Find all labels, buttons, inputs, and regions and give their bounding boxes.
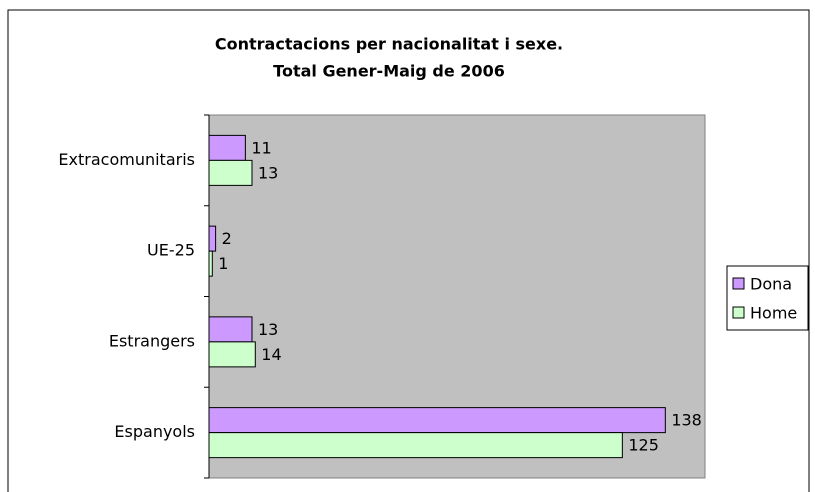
data-label: 14 — [261, 345, 281, 364]
y-tick-label: UE-25 — [147, 241, 195, 260]
bar — [208, 407, 666, 434]
y-tick-label: Estrangers — [109, 331, 195, 350]
legend — [726, 265, 809, 331]
bar — [208, 159, 253, 186]
legend-swatch — [732, 277, 745, 290]
data-label: 13 — [258, 320, 278, 339]
data-label: 1 — [218, 254, 228, 273]
data-label: 125 — [628, 436, 659, 455]
data-label: 11 — [251, 138, 271, 157]
data-label: 13 — [258, 163, 278, 182]
legend-label: Home — [750, 304, 797, 323]
bar — [208, 250, 213, 277]
bar — [208, 341, 256, 368]
bar — [208, 316, 253, 343]
chart-title: Total Gener-Maig de 2006 — [273, 62, 505, 81]
bar — [208, 225, 217, 252]
data-label: 138 — [671, 411, 702, 430]
data-label: 2 — [222, 229, 232, 248]
bar — [208, 134, 246, 161]
legend-swatch — [732, 306, 745, 319]
y-tick-label: Extracomunitaris — [58, 150, 195, 169]
legend-label: Dona — [750, 275, 792, 294]
bar — [208, 432, 623, 459]
y-tick-label: Espanyols — [114, 422, 195, 441]
chart-title: Contractacions per nacionalitat i sexe. — [215, 35, 563, 54]
